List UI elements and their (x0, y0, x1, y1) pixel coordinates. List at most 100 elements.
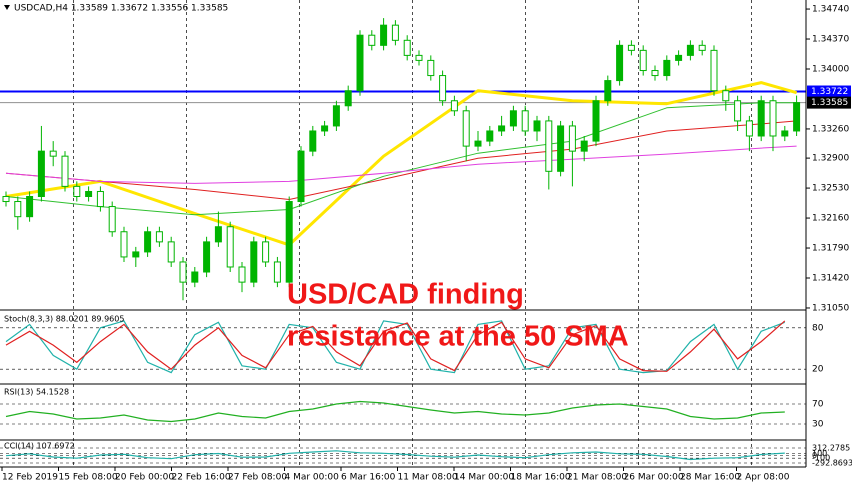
candle-body (568, 125, 576, 152)
y-tick-label: 312.2785 (812, 444, 850, 453)
candle-body (498, 125, 506, 132)
candle-body (734, 100, 742, 122)
candle-body (297, 150, 305, 203)
candle-body (356, 34, 364, 92)
candle-body (415, 54, 423, 61)
y-tick-label: 1.32900 (812, 154, 849, 164)
candle-body (2, 196, 10, 203)
candle-body (321, 125, 329, 132)
candle-body (14, 201, 22, 218)
candle-body (285, 201, 293, 283)
candle-body (757, 100, 765, 137)
candle-body (627, 44, 635, 51)
candle-body (509, 110, 517, 127)
candle-body (663, 59, 671, 77)
chart-title: USDCAD,H4 1.33589 1.33672 1.33556 1.3358… (14, 4, 228, 14)
x-tick-label: 22 Feb 16:00 (172, 473, 231, 483)
candle-body (262, 241, 270, 263)
indicator-line (5, 450, 785, 461)
candle-body (686, 44, 694, 56)
y-tick-label: -292.8693 (812, 459, 852, 468)
frame (0, 0, 807, 468)
candle-body (344, 90, 352, 107)
candle-body (132, 251, 140, 258)
candle-body (250, 241, 258, 283)
y-tick-label: 80 (812, 323, 824, 333)
x-tick-label: 21 Mar 08:00 (567, 473, 627, 483)
x-tick-label: 4 Mar 00:00 (285, 473, 340, 483)
candle-body (26, 196, 34, 218)
annotation: resistance at the 50 SMA (287, 321, 629, 353)
candle-body (639, 49, 647, 72)
moving-average (5, 102, 797, 216)
y-tick-label: 1.34370 (812, 35, 849, 45)
y-tick-label: 1.31050 (812, 303, 849, 313)
annotation: USD/CAD finding (287, 279, 524, 311)
candle-body (450, 100, 458, 112)
candle-body (49, 150, 57, 157)
x-tick-label: 15 Feb 08:00 (59, 473, 118, 483)
candle-body (391, 24, 399, 41)
candle-body (521, 110, 529, 132)
indicator-line (5, 320, 786, 372)
candle-body (793, 102, 801, 132)
candle-body (120, 231, 128, 258)
candle-body (273, 261, 281, 283)
level-label: 1.33722 (811, 87, 848, 97)
x-tick-label: 18 Mar 16:00 (511, 473, 571, 483)
x-tick-label: 27 Feb 08:00 (228, 473, 287, 483)
x-tick-label: 2 Apr 08:00 (737, 473, 790, 483)
candle-body (545, 120, 553, 172)
y-tick-label: 1.32530 (812, 184, 849, 194)
candle-body (781, 130, 789, 137)
symbol-icon (4, 5, 10, 10)
y-tick-label: 1.31790 (812, 244, 849, 254)
candle-body (214, 226, 222, 243)
candle-body (144, 231, 152, 253)
grid (0, 0, 810, 471)
candle-body (332, 105, 340, 127)
y-tick-label: 1.34000 (812, 64, 849, 74)
candle-body (698, 44, 706, 51)
candle-body (580, 140, 588, 152)
x-tick-label: 28 Mar 16:00 (680, 473, 740, 483)
candle-body (61, 155, 69, 187)
indicator-title: RSI(13) 54.1528 (4, 388, 69, 397)
candle-body (745, 120, 753, 137)
candle-body (191, 271, 199, 283)
x-tick-label: 20 Feb 00:00 (115, 473, 174, 483)
candle-body (108, 206, 116, 233)
y-tick-label: 1.33260 (812, 124, 849, 134)
candle-body (380, 24, 388, 46)
candle-body (722, 90, 730, 102)
indicator-line (5, 320, 786, 374)
candle-body (439, 75, 447, 102)
candle-body (155, 231, 163, 243)
level-label: 1.33585 (811, 98, 848, 108)
x-tick-label: 6 Mar 16:00 (341, 473, 396, 483)
candle-body (427, 59, 435, 77)
candle-body (592, 100, 600, 142)
candle-body (179, 261, 187, 283)
level-label-box (807, 96, 851, 109)
candle-body (238, 266, 246, 283)
y-tick-label: 30 (812, 420, 824, 430)
level-label-box (807, 85, 851, 98)
candle-body (486, 130, 494, 142)
x-tick-label: 11 Mar 08:00 (398, 473, 458, 483)
y-tick-label: 70 (812, 400, 824, 410)
y-tick-label: 20 (812, 365, 824, 375)
candle-body (73, 185, 81, 198)
y-tick-label: 1.31420 (812, 274, 849, 284)
candle-body (604, 80, 612, 102)
candle-body (309, 130, 317, 152)
candle-body (96, 190, 104, 208)
indicator-title: CCI(14) 107.6972 (4, 442, 75, 451)
x-tick-label: 12 Feb 2019 (2, 473, 58, 483)
candle-body (557, 125, 565, 172)
candle-body (533, 120, 541, 132)
candle-body (462, 110, 470, 147)
x-tick-label: 26 Mar 00:00 (624, 473, 684, 483)
candle-body (167, 241, 175, 263)
